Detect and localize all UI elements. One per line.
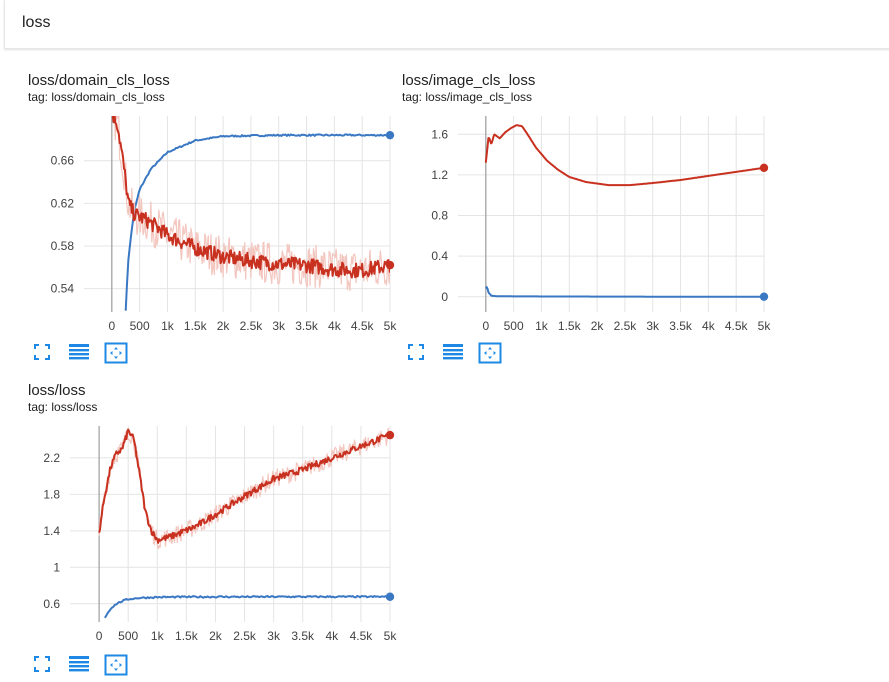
y-tick-label: 0.54 bbox=[51, 282, 75, 296]
grid bbox=[458, 116, 765, 312]
header-bar: loss bbox=[4, 0, 889, 49]
chart-card-loss: loss/loss tag: loss/loss 0 500 1k 1.5k 2k 2.5… bbox=[28, 382, 398, 682]
series-line bbox=[98, 428, 390, 544]
fullscreen-icon[interactable] bbox=[32, 654, 56, 676]
y-tick-label: 1.2 bbox=[431, 168, 448, 182]
x-tick-label: 2k bbox=[209, 629, 223, 643]
x-tick-label: 2.5k bbox=[233, 629, 257, 643]
x-tick-label: 5k bbox=[384, 319, 398, 333]
series-red bbox=[484, 124, 764, 187]
series-end-point[interactable] bbox=[385, 592, 395, 601]
series-end-point[interactable] bbox=[759, 292, 769, 301]
x-tick-label: 1k bbox=[151, 629, 165, 643]
x-tick-label: 1.5k bbox=[175, 629, 199, 643]
x-tick-label: 2.5k bbox=[240, 319, 264, 333]
y-tick-label: 0.6 bbox=[43, 597, 60, 611]
x-tick-label: 5k bbox=[758, 319, 772, 333]
x-tick-label: 500 bbox=[504, 319, 524, 333]
x-tick-label: 4k bbox=[325, 629, 339, 643]
fit-domain-icon[interactable] bbox=[104, 654, 128, 676]
y-tick-label: 2.2 bbox=[43, 451, 60, 465]
y-tick-label: 0.4 bbox=[431, 249, 448, 263]
fullscreen-icon[interactable] bbox=[406, 342, 430, 364]
fullscreen-icon[interactable] bbox=[32, 342, 56, 364]
fit-domain-icon[interactable] bbox=[104, 342, 128, 364]
data-table-icon[interactable] bbox=[68, 342, 92, 364]
x-tick-label: 4.5k bbox=[350, 629, 374, 643]
x-tick-label: 3k bbox=[646, 319, 660, 333]
chart-title: loss/domain_cls_loss bbox=[28, 72, 170, 89]
fit-domain-icon[interactable] bbox=[478, 342, 502, 364]
chart-tag: tag: loss/loss bbox=[28, 400, 98, 414]
x-tick-label: 0 bbox=[96, 629, 103, 643]
y-tick-label: 0.62 bbox=[51, 196, 75, 210]
series-blue bbox=[104, 595, 390, 619]
chart-plot-loss: 0 500 1k 1.5k 2k 2.5k 3k 3.5k 4k 4.5k 5k 0.6 1 1.4 1.8… bbox=[43, 426, 398, 643]
y-tick-label: 0.66 bbox=[51, 154, 75, 168]
header-title: loss bbox=[22, 14, 51, 31]
x-tick-label: 3k bbox=[272, 319, 286, 333]
y-tick-label: 1.6 bbox=[431, 127, 448, 141]
series-blue bbox=[124, 133, 390, 311]
y-tick-label: 0.8 bbox=[431, 209, 448, 223]
chart-title: loss/image_cls_loss bbox=[402, 72, 536, 89]
data-table-icon[interactable] bbox=[68, 654, 92, 676]
series-blue bbox=[484, 286, 764, 298]
x-tick-label: 4.5k bbox=[351, 319, 375, 333]
x-tick-label: 2.5k bbox=[614, 319, 638, 333]
x-tick-label: 0 bbox=[482, 319, 489, 333]
series-line bbox=[111, 116, 390, 279]
chart-tag: tag: loss/domain_cls_loss bbox=[28, 90, 165, 104]
y-tick-label: 1.4 bbox=[43, 524, 60, 538]
chart-plot-domain-cls-loss: 0 500 1k 1.5k 2k 2.5k 3k 3.5k 4k 4.5k 5k 0.54 0.58 0.… bbox=[51, 116, 398, 333]
x-tick-label: 4.5k bbox=[725, 319, 749, 333]
y-tick-label: 1 bbox=[53, 560, 60, 574]
x-tick-label: 3.5k bbox=[295, 319, 319, 333]
series-end-point[interactable] bbox=[385, 260, 395, 270]
series-end-point[interactable] bbox=[385, 430, 395, 440]
x-tick-label: 4k bbox=[702, 319, 716, 333]
x-tick-label: 3.5k bbox=[291, 629, 315, 643]
x-tick-label: 3.5k bbox=[669, 319, 693, 333]
chart-title: loss/loss bbox=[28, 382, 86, 399]
y-tick-label: 0 bbox=[441, 290, 448, 304]
x-tick-label: 3k bbox=[267, 629, 281, 643]
x-tick-label: 500 bbox=[118, 629, 138, 643]
series-red bbox=[111, 116, 390, 291]
series-end-point[interactable] bbox=[759, 163, 769, 172]
y-tick-label: 0.58 bbox=[51, 239, 75, 253]
x-tick-label: 1k bbox=[535, 319, 549, 333]
x-tick-label: 5k bbox=[384, 629, 398, 643]
chart-tag: tag: loss/image_cls_loss bbox=[402, 90, 533, 104]
x-tick-label: 500 bbox=[130, 319, 150, 333]
x-tick-label: 1.5k bbox=[558, 319, 582, 333]
x-tick-label: 0 bbox=[108, 319, 115, 333]
series-line bbox=[124, 133, 390, 311]
chart-card-image-cls-loss: loss/image_cls_loss tag: loss/image_cls_… bbox=[402, 72, 772, 372]
chart-plot-image-cls-loss: 0 500 1k 1.5k 2k 2.5k 3k 3.5k 4k 4.5k 5k 0 0.4 0.8 1.2… bbox=[431, 116, 772, 333]
data-table-icon[interactable] bbox=[442, 342, 466, 364]
y-tick-label: 1.8 bbox=[43, 487, 60, 501]
x-tick-label: 1.5k bbox=[184, 319, 208, 333]
x-tick-label: 1k bbox=[161, 319, 175, 333]
chart-card-domain-cls-loss: loss/domain_cls_loss tag: loss/domain_cl… bbox=[28, 72, 398, 372]
x-tick-label: 2k bbox=[591, 319, 605, 333]
x-tick-label: 4k bbox=[328, 319, 342, 333]
series-red bbox=[98, 428, 390, 550]
series-line bbox=[104, 595, 390, 619]
series-line bbox=[484, 124, 764, 187]
series-end-point[interactable] bbox=[385, 130, 395, 140]
series-line bbox=[484, 286, 764, 298]
x-tick-label: 2k bbox=[217, 319, 231, 333]
